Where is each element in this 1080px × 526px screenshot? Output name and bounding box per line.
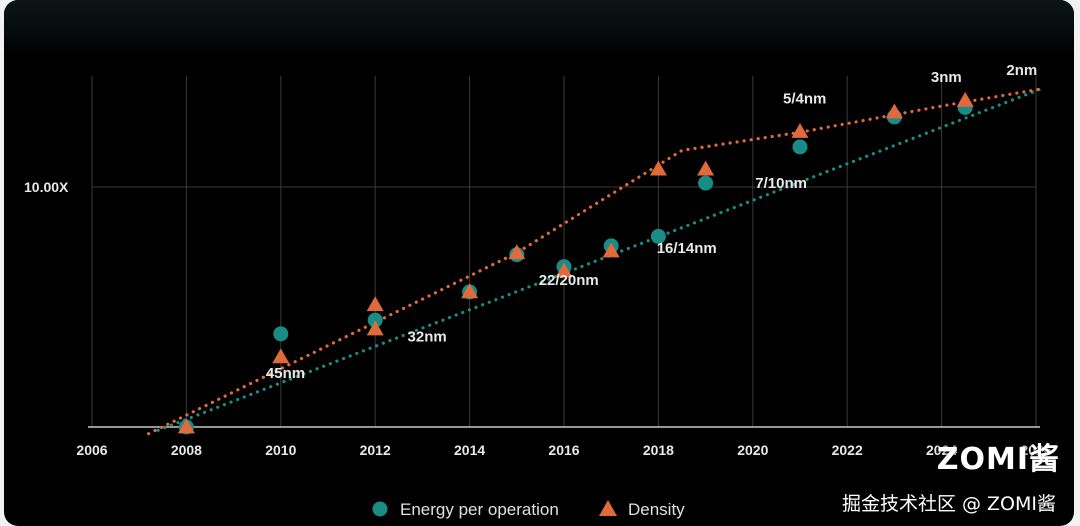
- point-density-11: [885, 103, 903, 119]
- x-tick-label-2018: 2018: [643, 442, 674, 458]
- x-tick-label-2006: 2006: [76, 442, 107, 458]
- watermark-logo: ZOMI酱: [936, 442, 1060, 477]
- annotation-0: 45nm: [266, 365, 305, 382]
- top-band: [4, 0, 1074, 55]
- legend-label-density: Density: [628, 500, 685, 519]
- point-energy-1: [273, 326, 289, 342]
- point-density-3: [366, 296, 384, 312]
- y-tick-label: 10.00X: [24, 179, 69, 195]
- x-tick-label-2016: 2016: [548, 442, 579, 458]
- point-density-1: [272, 348, 290, 364]
- point-density-6: [555, 262, 573, 278]
- point-density-9: [697, 160, 715, 176]
- annotation-1: 32nm: [408, 329, 447, 346]
- annotation-3: 16/14nm: [657, 240, 717, 257]
- x-tick-label-2014: 2014: [454, 442, 485, 458]
- trend-line-energy: [156, 87, 1043, 432]
- data-points: [177, 91, 974, 435]
- annotation-6: 3nm: [931, 69, 962, 86]
- point-density-10: [791, 123, 809, 138]
- point-density-2: [366, 320, 384, 336]
- legend-marker-energy: [372, 501, 388, 517]
- point-density-5: [508, 244, 526, 260]
- chart: 2006 2008 2010 2012 2014 2016 2018 2020 2022 2024…: [24, 62, 1052, 519]
- point-energy-2: [367, 312, 383, 328]
- trend-lines: [147, 87, 1043, 436]
- grid: 2006 2008 2010 2012 2014 2016 2018 2020 2022 2024…: [24, 76, 1052, 458]
- annotation-2: 22/20nm: [539, 272, 599, 289]
- point-density-4: [461, 283, 479, 299]
- x-tick-label-2008: 2008: [171, 442, 202, 458]
- trend-line-density: [147, 87, 1043, 436]
- labels: 45nm 32nm 22/20nm 16/14nm 7/10nm 5/4nm 3nm 2nm: [266, 62, 1037, 382]
- x-tick-label-2026: 2026: [1020, 442, 1051, 458]
- x-tick-label-2012: 2012: [360, 442, 391, 458]
- point-energy-8: [698, 175, 714, 191]
- legend-label-energy: Energy per operation: [400, 500, 559, 519]
- annotation-5: 5/4nm: [783, 91, 826, 108]
- x-tick-label-2010: 2010: [265, 442, 296, 458]
- point-density-0: [177, 418, 195, 434]
- legend: Energy per operation Density: [372, 500, 685, 519]
- annotation-4: 7/10nm: [755, 175, 807, 192]
- point-energy-7: [650, 228, 666, 244]
- point-density-12: [956, 91, 974, 107]
- x-tick-label-2020: 2020: [737, 442, 768, 458]
- annotation-7: 2nm: [1006, 62, 1037, 79]
- watermark-text: 掘金技术社区 @ ZOMI酱: [841, 493, 1056, 515]
- point-energy-9: [792, 139, 808, 155]
- point-density-8: [649, 160, 667, 176]
- x-tick-label-2022: 2022: [832, 442, 863, 458]
- chart-frame: 2006 2008 2010 2012 2014 2016 2018 2020 2022 2024…: [4, 0, 1074, 526]
- legend-marker-density: [599, 500, 617, 516]
- x-tick-label-2024: 2024: [926, 442, 957, 458]
- point-density-7: [602, 242, 620, 258]
